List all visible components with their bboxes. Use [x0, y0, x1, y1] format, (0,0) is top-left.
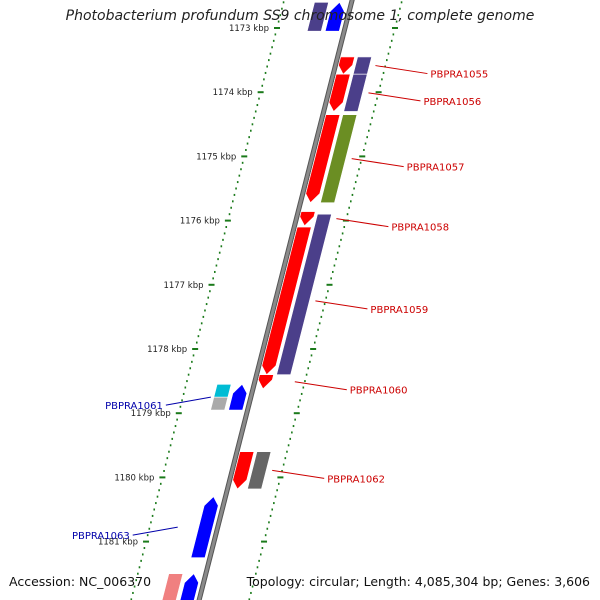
feature-cog-1055	[352, 56, 373, 75]
feature-cog-1061-a	[213, 384, 232, 398]
accession-label: Accession: NC_006370	[9, 574, 152, 589]
topology-label: Topology: circular; Length: 4,085,304 bp…	[246, 574, 590, 589]
gene-label-pbpra1057[interactable]: PBPRA1057	[407, 163, 465, 174]
gene-arrow-pbpra1057[interactable]	[305, 114, 341, 204]
leader-line	[315, 300, 368, 310]
gene-label-pbpra1061[interactable]: PBPRA1061	[105, 401, 163, 412]
scale-label-1179: 1179 kbp	[131, 409, 171, 419]
gene-arrow-bottom-reverse-gene[interactable]	[179, 573, 199, 600]
scale-label-1181: 1181 kbp	[98, 538, 138, 548]
scale-label-1177: 1177 kbp	[163, 281, 203, 291]
leader-line	[165, 396, 211, 406]
feature-cog-1057	[320, 114, 358, 203]
gene-label-pbpra1058[interactable]: PBPRA1058	[391, 223, 449, 234]
scale-label-1175: 1175 kbp	[196, 152, 236, 162]
gene-arrow-pbpra1061[interactable]	[228, 383, 248, 411]
gene-arrow-pbpra1056[interactable]	[328, 73, 351, 112]
feature-cog-top	[306, 2, 329, 32]
feature-cog-1062	[247, 451, 272, 490]
scale-label-1180: 1180 kbp	[114, 473, 154, 483]
feature-cog-bottom	[161, 573, 184, 600]
map-title: Photobacterium profundum SS9 chromosome …	[65, 8, 535, 24]
scale-label-1178: 1178 kbp	[147, 345, 187, 355]
gene-label-pbpra1059[interactable]: PBPRA1059	[370, 305, 428, 316]
gene-arrow-top-reverse-gene[interactable]	[324, 1, 345, 32]
leader-line	[132, 526, 178, 536]
gene-arrow-pbpra1055[interactable]	[338, 56, 356, 75]
scale-label-1173: 1173 kbp	[229, 24, 269, 34]
leader-line	[375, 65, 428, 75]
gene-arrow-pbpra1062[interactable]	[232, 451, 255, 490]
gene-label-pbpra1060[interactable]: PBPRA1060	[350, 386, 408, 397]
chromosome-backbone-highlight	[197, 0, 354, 600]
gene-arrow-pbpra1059[interactable]	[261, 226, 312, 376]
gene-label-pbpra1055[interactable]: PBPRA1055	[430, 70, 488, 81]
leader-line	[336, 218, 389, 228]
gene-label-pbpra1063[interactable]: PBPRA1063	[72, 531, 130, 542]
gene-arrow-pbpra1058[interactable]	[299, 211, 316, 227]
leader-line	[294, 381, 347, 391]
feature-cog-1059	[276, 213, 332, 375]
gene-label-pbpra1056[interactable]: PBPRA1056	[423, 97, 481, 108]
leader-line	[351, 158, 404, 168]
leader-line	[368, 92, 421, 102]
feature-cog-1056	[343, 73, 368, 112]
leader-line	[272, 469, 325, 479]
scale-label-1176: 1176 kbp	[180, 217, 220, 227]
gene-label-pbpra1062[interactable]: PBPRA1062	[327, 474, 385, 485]
gene-arrow-pbpra1060[interactable]	[257, 374, 274, 390]
feature-cog-1061-b	[210, 396, 229, 411]
scale-label-1174: 1174 kbp	[213, 88, 253, 98]
gene-arrow-pbpra1063[interactable]	[190, 496, 219, 558]
